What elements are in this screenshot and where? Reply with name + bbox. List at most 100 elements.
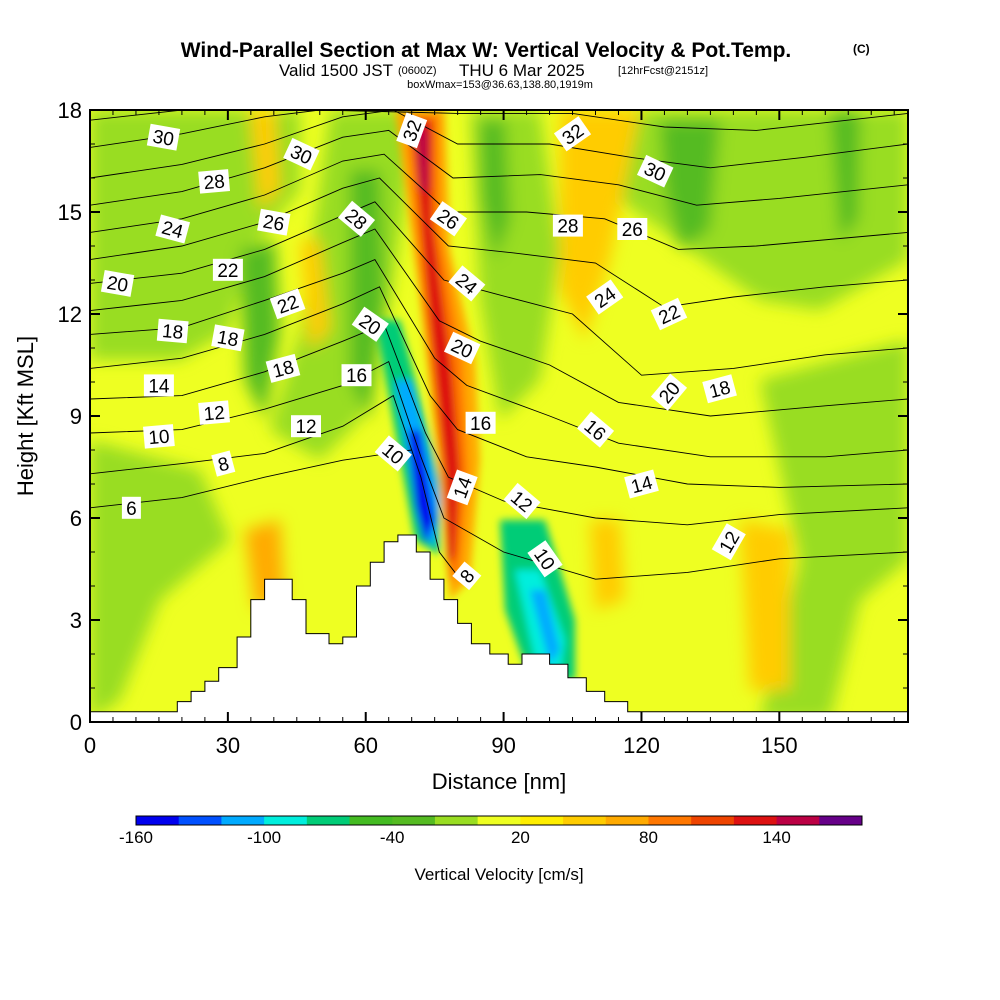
contour-label-bg xyxy=(100,269,135,297)
contour-label: 30 xyxy=(283,137,320,171)
colorbar-swatch xyxy=(136,816,180,825)
colorbar-frame xyxy=(135,815,863,826)
colorbar-swatch xyxy=(648,816,692,825)
colorbar-swatch xyxy=(563,816,607,825)
colorbar-swatch xyxy=(733,816,778,825)
colorbar-swatch xyxy=(819,816,863,825)
contour-label-text: 26 xyxy=(261,212,285,236)
colorbar-swatch xyxy=(349,816,393,825)
contour-label: 14 xyxy=(446,469,478,506)
contour-label-text: 12 xyxy=(203,403,226,426)
contour-label-bg xyxy=(552,214,583,237)
contour-label: 8 xyxy=(452,561,482,591)
contour-label-text: 8 xyxy=(216,454,232,477)
updraft-plume-core xyxy=(416,130,428,190)
contour-label: 28 xyxy=(552,214,583,238)
x-tick-label: 0 xyxy=(84,733,96,758)
y-tick-label: 0 xyxy=(70,710,82,735)
isentrope-12 xyxy=(90,323,908,526)
contour-label-bg xyxy=(624,469,659,499)
contour-label-text: 6 xyxy=(126,499,137,520)
contour-label-text: 12 xyxy=(295,417,316,438)
contour-label-bg xyxy=(341,364,372,387)
contour-label-text: 14 xyxy=(148,376,170,397)
contour-label-bg xyxy=(636,154,674,188)
contour-label-text: 16 xyxy=(346,366,367,387)
contour-label-bg xyxy=(143,374,174,397)
x-tick-label: 30 xyxy=(216,733,240,758)
contour-label: 16 xyxy=(341,364,372,387)
contour-label-bg xyxy=(503,482,541,520)
isentrope-contours xyxy=(90,110,908,580)
valid-date: THU 6 Mar 2025 xyxy=(459,61,585,80)
y-tick-label: 6 xyxy=(70,506,82,531)
contour-label-bg xyxy=(351,306,389,342)
contour-label-bg xyxy=(650,373,688,411)
lee-downdraft-core xyxy=(530,590,560,665)
colorbar-swatch xyxy=(306,816,351,825)
isentrope-6 xyxy=(90,449,412,509)
contour-label-bg xyxy=(257,208,291,236)
contour-label: 18 xyxy=(702,374,737,404)
updraft-plume-inner xyxy=(412,120,460,565)
field-green-center-upper xyxy=(270,110,420,460)
isentrope-16 xyxy=(90,259,908,458)
contour-label-bg xyxy=(146,123,181,151)
contour-label: 18 xyxy=(211,324,245,351)
field-orange-6 xyxy=(590,520,625,610)
x-tick-label: 150 xyxy=(761,733,798,758)
isentrope-32 xyxy=(90,110,908,121)
chart-title: Wind-Parallel Section at Max W: Vertical… xyxy=(181,39,792,62)
contour-label-bg xyxy=(586,279,624,315)
colorbar-tick-label: 20 xyxy=(511,828,530,847)
contour-label: 22 xyxy=(212,258,243,282)
colorbar: -160 -100 -40 20 80 140 xyxy=(119,815,863,847)
x-tick-label: 90 xyxy=(491,733,515,758)
contour-label-bg xyxy=(446,469,478,506)
colorbar-swatch xyxy=(520,816,564,825)
contour-label: 12 xyxy=(291,415,321,438)
isentrope-28 xyxy=(90,110,908,179)
colorbar-tick-label: -160 xyxy=(119,828,153,847)
colorbar-swatch xyxy=(477,816,521,825)
colorbar-tick-label: 140 xyxy=(762,828,790,847)
isentrope-18 xyxy=(90,228,908,417)
field-dkgreen-5 xyxy=(830,110,860,240)
contour-label-bg xyxy=(711,523,746,561)
terrain-mask xyxy=(90,534,908,722)
y-tick-label: 15 xyxy=(58,200,82,225)
y-tick-label: 12 xyxy=(58,302,82,327)
contour-label: 14 xyxy=(143,374,174,397)
colorbar-tick-label: 80 xyxy=(639,828,658,847)
chart-subtitle: Valid 1500 JST (0600Z) THU 6 Mar 2025 [1… xyxy=(279,61,708,80)
forecast-info: [12hrFcst@2151z] xyxy=(618,65,708,77)
contour-label-bg xyxy=(396,112,428,149)
field-orange-5 xyxy=(300,240,330,350)
contour-label: 20 xyxy=(100,269,135,297)
contour-label-text: 18 xyxy=(161,321,184,344)
isentrope-26 xyxy=(90,129,908,206)
y-tick-label: 9 xyxy=(70,404,82,429)
contour-label-text: 30 xyxy=(151,127,175,151)
contour-label: 26 xyxy=(617,218,648,241)
contour-label: 18 xyxy=(156,318,189,344)
contour-label: 12 xyxy=(198,400,231,426)
contour-label-text: 18 xyxy=(215,327,239,351)
contour-label-text: 20 xyxy=(105,273,129,297)
colorbar-swatch xyxy=(691,816,735,825)
contour-label-text: 28 xyxy=(203,172,226,195)
colorbar-tick-label: -40 xyxy=(380,828,405,847)
isentrope-14 xyxy=(90,286,908,488)
field-orange-2 xyxy=(560,110,640,340)
contour-label-bg xyxy=(198,400,231,425)
contour-label: 30 xyxy=(146,123,181,151)
contour-label-bg xyxy=(283,137,320,171)
contour-label-text: 10 xyxy=(148,427,171,450)
field-green-right-lower xyxy=(760,340,908,720)
contour-label-bg xyxy=(198,169,231,194)
contour-label-bg xyxy=(374,435,412,472)
y-tick-label: 3 xyxy=(70,608,82,633)
contour-label-bg xyxy=(617,218,648,240)
